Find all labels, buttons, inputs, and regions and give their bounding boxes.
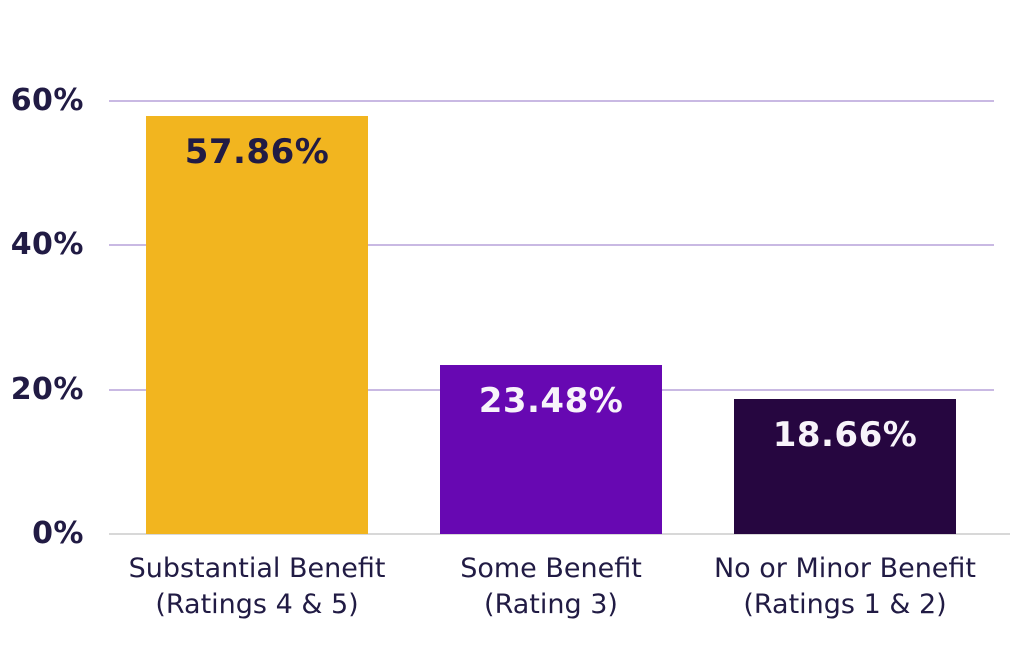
- gridline: [109, 100, 994, 102]
- y-tick-label: 40%: [10, 227, 84, 263]
- x-axis-baseline: [109, 533, 1010, 535]
- y-tick-label: 20%: [10, 371, 84, 407]
- category-label: No or Minor Benefit (Ratings 1 & 2): [713, 553, 977, 620]
- bar-value-label: 18.66%: [772, 415, 918, 456]
- category-label: Substantial Benefit (Ratings 4 & 5): [128, 553, 386, 620]
- bar-value-label: 57.86%: [184, 132, 330, 173]
- bar: 18.66%: [734, 399, 956, 534]
- gridline: [109, 244, 994, 247]
- y-tick-label: 60%: [10, 83, 84, 118]
- bar: 23.48%: [440, 364, 662, 534]
- bar-value-label: 23.48%: [478, 380, 624, 421]
- bar: 57.86%: [146, 116, 368, 534]
- y-tick-label: 0%: [32, 516, 84, 551]
- category-label: Some Benefit (Rating 3): [460, 553, 642, 620]
